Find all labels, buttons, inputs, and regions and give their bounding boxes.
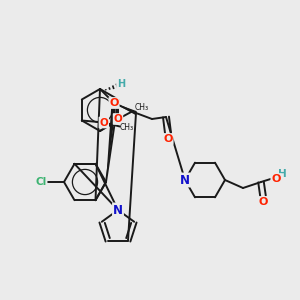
Text: H: H: [117, 79, 125, 89]
Text: Cl: Cl: [35, 177, 46, 187]
Text: N: N: [180, 173, 190, 187]
Polygon shape: [114, 103, 137, 115]
Text: O: O: [109, 98, 119, 108]
Text: N: N: [113, 203, 123, 217]
Text: CH₃: CH₃: [120, 123, 134, 132]
Text: O: O: [114, 114, 122, 124]
Text: O: O: [271, 174, 281, 184]
Text: O: O: [163, 134, 173, 144]
Text: CH₃: CH₃: [135, 103, 149, 112]
Text: H: H: [278, 169, 286, 179]
Text: O: O: [99, 118, 108, 128]
Polygon shape: [106, 103, 116, 182]
Text: O: O: [258, 197, 268, 207]
